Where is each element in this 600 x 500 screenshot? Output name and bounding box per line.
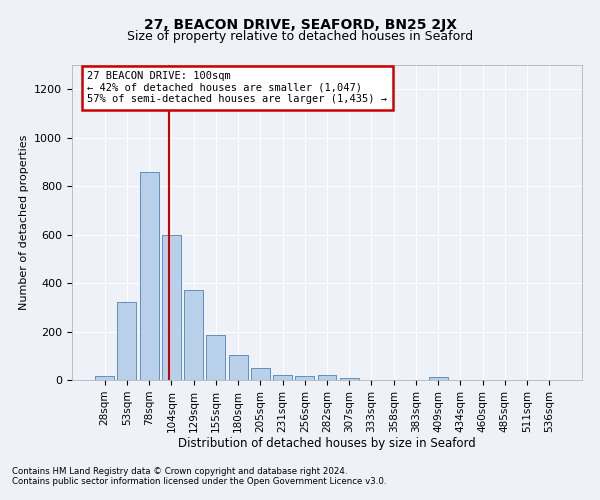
Y-axis label: Number of detached properties: Number of detached properties: [19, 135, 29, 310]
Bar: [273, 374, 292, 380]
Bar: [184, 290, 203, 380]
Text: 27, BEACON DRIVE, SEAFORD, BN25 2JX: 27, BEACON DRIVE, SEAFORD, BN25 2JX: [143, 18, 457, 32]
Bar: [295, 376, 314, 380]
Bar: [162, 234, 181, 380]
Bar: [317, 375, 337, 380]
Bar: [251, 368, 270, 380]
X-axis label: Distribution of detached houses by size in Seaford: Distribution of detached houses by size …: [178, 438, 476, 450]
Bar: [206, 335, 225, 380]
Text: Size of property relative to detached houses in Seaford: Size of property relative to detached ho…: [127, 30, 473, 43]
Text: Contains public sector information licensed under the Open Government Licence v3: Contains public sector information licen…: [12, 477, 386, 486]
Bar: [429, 377, 448, 380]
Text: 27 BEACON DRIVE: 100sqm
← 42% of detached houses are smaller (1,047)
57% of semi: 27 BEACON DRIVE: 100sqm ← 42% of detache…: [88, 72, 388, 104]
Bar: [118, 302, 136, 380]
Bar: [95, 376, 114, 380]
Bar: [340, 378, 359, 380]
Bar: [140, 172, 158, 380]
Text: Contains HM Land Registry data © Crown copyright and database right 2024.: Contains HM Land Registry data © Crown c…: [12, 467, 347, 476]
Bar: [229, 354, 248, 380]
